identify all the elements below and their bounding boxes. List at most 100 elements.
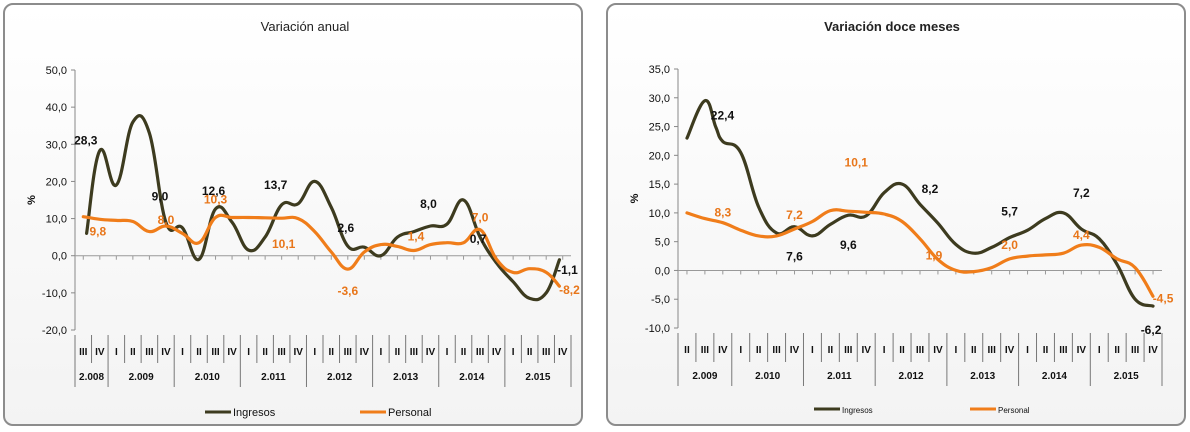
data-label: -4,5	[1153, 291, 1174, 305]
data-label: 7,2	[786, 208, 803, 222]
y-tick-label: 15,0	[649, 179, 670, 191]
chart-title: Variación doce meses	[824, 19, 960, 34]
x-tick-label: II	[971, 345, 977, 356]
x-tick-label: II	[461, 347, 467, 358]
x-tick-label: I	[811, 345, 814, 356]
series-line-personal	[81, 213, 561, 288]
x-tick-label: I	[739, 345, 742, 356]
legend-label-personal: Personal	[388, 407, 431, 419]
x-tick-label: III	[410, 347, 419, 358]
data-label: 8,0	[158, 213, 175, 227]
x-year-label: 2.014	[1042, 371, 1067, 382]
data-label: 1,4	[408, 230, 425, 244]
x-tick-label: I	[247, 347, 250, 358]
x-tick-label: IV	[426, 347, 436, 358]
x-year-label: 2.009	[692, 371, 717, 382]
x-tick-label: IV	[933, 345, 943, 356]
x-tick-label: II	[395, 347, 401, 358]
x-year-label: 2.010	[195, 372, 220, 383]
x-tick-label: III	[844, 345, 853, 356]
data-label: 10,1	[845, 155, 869, 169]
x-tick-label: II	[527, 347, 533, 358]
data-label: 4,4	[1073, 228, 1090, 242]
x-tick-label: II	[899, 345, 905, 356]
x-tick-label: IV	[861, 345, 871, 356]
data-label: -1,1	[557, 263, 578, 277]
data-label: -6,2	[1141, 323, 1162, 337]
series-line-personal	[685, 208, 1155, 298]
y-tick-label: 20,0	[46, 176, 67, 188]
x-tick-label: III	[916, 345, 925, 356]
x-tick-label: III	[277, 347, 286, 358]
y-tick-label: 35,0	[649, 64, 670, 76]
y-tick-label: -20,0	[42, 325, 67, 337]
x-tick-label: II	[1114, 345, 1120, 356]
x-tick-label: II	[196, 347, 202, 358]
y-tick-label: 25,0	[649, 122, 670, 134]
x-tick-label: I	[181, 347, 184, 358]
data-label: 8,3	[714, 206, 731, 220]
data-label: 9,0	[152, 189, 169, 203]
chart-variacion-anual: Variación anual 50,0 40,0 30,0 20,0 10,0 0,0 -…	[26, 19, 580, 419]
x-tick-label: III	[79, 347, 88, 358]
data-label: -8,2	[559, 283, 580, 297]
x-year-label: 2.013	[970, 371, 995, 382]
x-tick-label: I	[446, 347, 449, 358]
x-tick-label: III	[476, 347, 485, 358]
data-label: -3,6	[337, 284, 358, 298]
data-label: 8,0	[420, 197, 437, 211]
x-tick-label: I	[115, 347, 118, 358]
y-tick-label: -10,0	[645, 323, 670, 335]
x-tick-label: IV	[161, 347, 171, 358]
data-label: 13,7	[264, 178, 288, 192]
y-axis-label: %	[629, 193, 641, 203]
data-label: 9,8	[89, 224, 106, 238]
x-year-label: 2.010	[755, 371, 780, 382]
series-line-ingresos	[685, 99, 1155, 308]
x-tick-label: IV	[227, 347, 237, 358]
x-tick-label: IV	[1077, 345, 1087, 356]
data-label: 9,6	[840, 238, 857, 252]
data-label: 1,9	[926, 249, 943, 263]
x-tick-label: IV	[1148, 345, 1158, 356]
chart-panel-variacion-doce-meses: Variación doce meses 35,0 30,0 25,0 20,0 15,…	[606, 3, 1186, 426]
y-tick-label: 10,0	[649, 208, 670, 220]
chart-panel-variacion-anual: Variación anual 50,0 40,0 30,0 20,0 10,0 0,0 -…	[3, 3, 583, 426]
x-tick-label: I	[883, 345, 886, 356]
x-tick-label: I	[379, 347, 382, 358]
data-label: 10,1	[272, 237, 296, 251]
legend-label-personal: Personal	[998, 406, 1030, 415]
x-tick-label: II	[684, 345, 690, 356]
x-tick-label: III	[145, 347, 154, 358]
y-axis-label: %	[26, 195, 38, 205]
x-tick-label: III	[988, 345, 997, 356]
data-label: 7,2	[1073, 186, 1090, 200]
y-tick-label: 5,0	[655, 237, 670, 249]
data-label: 2,0	[1001, 238, 1018, 252]
x-tick-label: IV	[293, 347, 303, 358]
legend-label-ingresos: Ingresos	[842, 406, 873, 415]
x-tick-label: I	[1098, 345, 1101, 356]
x-tick-label: III	[772, 345, 781, 356]
data-label: 0,7	[470, 232, 487, 246]
legend-label-ingresos: Ingresos	[233, 407, 276, 419]
data-label: 12,6	[202, 184, 226, 198]
y-tick-label: 10,0	[46, 214, 67, 226]
x-tick-label: II	[130, 347, 136, 358]
x-tick-label: II	[756, 345, 762, 356]
x-tick-label: IV	[718, 345, 728, 356]
x-tick-label: IV	[360, 347, 370, 358]
x-tick-label: IV	[558, 347, 568, 358]
series-line-ingresos	[85, 114, 561, 302]
y-tick-label: 40,0	[46, 102, 67, 114]
x-year-label: 2.012	[327, 372, 352, 383]
x-tick-label: II	[1043, 345, 1049, 356]
y-tick-label: -10,0	[42, 288, 67, 300]
x-tick-label: II	[828, 345, 834, 356]
x-year-label: 2.011	[827, 371, 852, 382]
x-year-label: 2.012	[899, 371, 924, 382]
x-tick-label: I	[313, 347, 316, 358]
data-label: 22,4	[711, 109, 735, 123]
data-label: 7,0	[472, 211, 489, 225]
y-tick-label: 20,0	[649, 150, 670, 162]
